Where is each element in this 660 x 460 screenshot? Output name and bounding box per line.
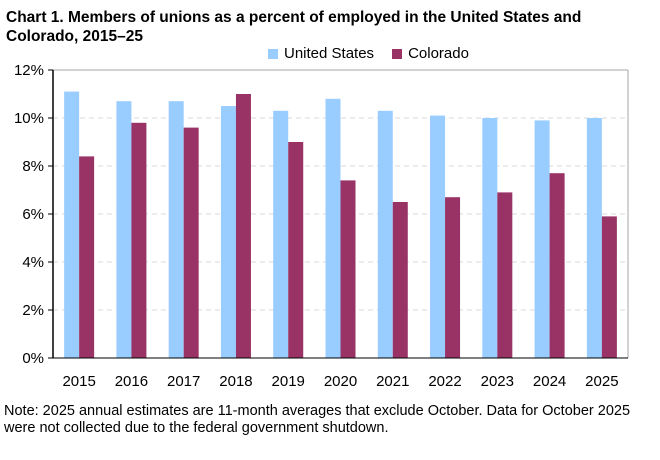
bar-colorado-2025	[601, 216, 617, 358]
legend-item-colorado: Colorado	[392, 45, 469, 62]
x-tick-label: 2025	[585, 373, 618, 390]
bar-united-states-2022	[430, 115, 446, 358]
bar-united-states-2017	[168, 101, 184, 358]
chart-title: Chart 1. Members of unions as a percent …	[6, 9, 582, 45]
legend-swatch-united-states	[268, 48, 278, 59]
bar-united-states-2018	[220, 106, 236, 358]
bar-united-states-2024	[534, 120, 550, 359]
bar-colorado-2020	[340, 180, 356, 358]
y-tick-label: 10%	[14, 110, 44, 127]
bar-colorado-2022	[445, 197, 461, 358]
legend-label-colorado: Colorado	[408, 45, 469, 62]
legend-item-united-states: United States	[268, 45, 374, 62]
x-tick-label: 2016	[115, 373, 148, 390]
y-tick-label: 2%	[22, 302, 44, 319]
x-tick-label: 2018	[219, 373, 252, 390]
chart-note: Note: 2025 annual estimates are 11-month…	[4, 403, 631, 436]
x-tick-label: 2020	[324, 373, 357, 390]
legend-label-united-states: United States	[284, 45, 375, 62]
x-tick-label: 2017	[167, 373, 200, 390]
bar-colorado-2023	[497, 192, 513, 358]
y-tick-label: 12%	[14, 62, 44, 79]
bar-colorado-2018	[235, 94, 251, 358]
bar-united-states-2015	[64, 91, 80, 358]
x-tick-label: 2021	[376, 373, 409, 390]
y-tick-label: 4%	[22, 254, 44, 271]
bar-united-states-2020	[325, 98, 341, 359]
bar-colorado-2024	[549, 173, 565, 358]
y-tick-label: 8%	[22, 158, 44, 175]
legend-swatch-colorado	[392, 48, 403, 59]
y-tick-label: 0%	[22, 350, 44, 367]
bar-colorado-2015	[79, 156, 95, 358]
bar-united-states-2016	[116, 101, 132, 358]
bar-united-states-2019	[273, 110, 289, 358]
x-tick-label: 2023	[481, 373, 514, 390]
bar-united-states-2023	[482, 118, 498, 358]
bar-colorado-2016	[131, 122, 147, 358]
y-tick-label: 6%	[22, 206, 44, 223]
bar-colorado-2017	[183, 127, 199, 358]
bar-united-states-2021	[377, 110, 393, 358]
x-tick-label: 2015	[62, 373, 95, 390]
bar-united-states-2025	[586, 118, 602, 358]
bar-chart: 0% 2% 4% 6% 8% 10% 12% 2015 2016 2017 2018 2019 2020…	[14, 62, 629, 390]
bar-colorado-2019	[288, 142, 304, 358]
x-tick-label: 2024	[533, 373, 566, 390]
bar-colorado-2021	[392, 202, 408, 358]
legend: United States Colorado	[268, 45, 469, 62]
x-tick-label: 2019	[272, 373, 305, 390]
x-tick-label: 2022	[428, 373, 461, 390]
